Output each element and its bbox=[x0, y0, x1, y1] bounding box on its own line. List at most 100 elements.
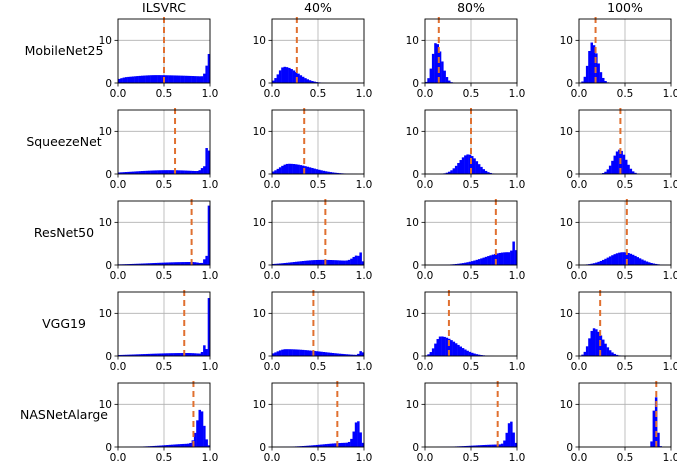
histogram-bar bbox=[292, 164, 296, 174]
histogram-bar bbox=[331, 352, 335, 356]
histogram-bar bbox=[622, 252, 626, 265]
y-tick-label: 10 bbox=[253, 399, 266, 411]
histogram-bar bbox=[205, 65, 208, 83]
histogram-bar bbox=[634, 255, 637, 265]
histogram-bar bbox=[473, 260, 476, 265]
histogram-bar bbox=[482, 169, 485, 174]
histogram-bar bbox=[288, 67, 291, 83]
histogram-bar bbox=[189, 262, 192, 265]
histogram-bar bbox=[331, 172, 335, 174]
histogram-panel: 0.0 0.5 1.0 0 10 bbox=[560, 17, 677, 100]
histogram-bar bbox=[304, 350, 307, 356]
y-tick-label: 10 bbox=[406, 308, 419, 320]
histogram-bar bbox=[597, 331, 600, 356]
histogram-bar bbox=[336, 260, 339, 265]
histogram-bar bbox=[196, 262, 199, 265]
histogram-bar bbox=[143, 75, 146, 83]
histogram-bar bbox=[311, 350, 314, 356]
histogram-bar bbox=[295, 261, 298, 265]
histogram-bar bbox=[290, 163, 293, 174]
histogram-bar bbox=[641, 259, 644, 265]
histogram-bar bbox=[452, 168, 456, 174]
y-tick-label: 0 bbox=[412, 442, 419, 454]
histogram-bar bbox=[131, 263, 135, 265]
x-tick-label: 0.5 bbox=[617, 361, 634, 373]
histogram-bar bbox=[315, 351, 319, 356]
histogram-bar bbox=[599, 260, 603, 265]
histogram-bar bbox=[203, 166, 206, 174]
histogram-bar bbox=[281, 263, 284, 265]
histogram-bar bbox=[154, 170, 158, 174]
histogram-bar bbox=[129, 354, 132, 356]
histogram-bar bbox=[203, 425, 206, 447]
histogram-bar bbox=[120, 172, 123, 174]
histogram-bar bbox=[338, 260, 342, 265]
histogram-bar bbox=[124, 77, 128, 83]
histogram-bar bbox=[436, 44, 439, 83]
histogram-bar bbox=[464, 349, 467, 356]
histogram-bar bbox=[203, 345, 206, 356]
x-tick-label: 0.5 bbox=[463, 88, 480, 100]
histogram-bar bbox=[341, 260, 344, 265]
y-tick-label: 0 bbox=[412, 351, 419, 363]
histogram-bar bbox=[320, 444, 323, 447]
column-title: 40% bbox=[304, 0, 332, 15]
histogram-bar bbox=[313, 350, 316, 356]
histogram-bar bbox=[583, 351, 587, 356]
y-tick-label: 0 bbox=[105, 260, 112, 272]
histogram-bar bbox=[327, 171, 330, 174]
histogram-bar bbox=[448, 80, 451, 83]
histogram-bar bbox=[175, 262, 178, 265]
histogram-bar bbox=[480, 258, 483, 265]
histogram-panel: 0.0 0.5 1.0 0 10 bbox=[253, 381, 372, 464]
histogram-bar bbox=[441, 61, 444, 83]
histogram-bar bbox=[136, 171, 139, 174]
histogram-bar bbox=[285, 262, 289, 265]
histogram-bar bbox=[145, 75, 149, 83]
x-tick-label: 0.0 bbox=[110, 88, 127, 100]
histogram-bar bbox=[177, 444, 181, 447]
histogram-bar bbox=[170, 444, 174, 447]
x-tick-label: 0.0 bbox=[417, 179, 434, 191]
histogram-bar bbox=[152, 353, 155, 356]
histogram-bar bbox=[597, 63, 600, 83]
x-tick-label: 0.5 bbox=[310, 270, 327, 282]
histogram-bar bbox=[205, 148, 208, 174]
histogram-panel: 0.0 0.5 1.0 0 10 bbox=[560, 108, 677, 191]
histogram-bar bbox=[604, 258, 607, 265]
y-tick-label: 10 bbox=[560, 217, 573, 229]
histogram-panel: 0.0 0.5 1.0 0 10 bbox=[99, 381, 218, 464]
histogram-bar bbox=[514, 442, 518, 447]
x-tick-label: 1.0 bbox=[663, 452, 677, 464]
y-tick-label: 10 bbox=[253, 126, 266, 138]
row-label: NASNetAlarge bbox=[20, 407, 108, 422]
histogram-bar bbox=[324, 444, 328, 447]
histogram-bar bbox=[361, 352, 365, 356]
histogram-panel: 0.0 0.5 1.0 0 10 bbox=[406, 108, 525, 191]
histogram-bar bbox=[315, 82, 319, 83]
histogram-bar bbox=[127, 171, 130, 174]
histogram-bar bbox=[203, 73, 206, 83]
histogram-bar bbox=[177, 170, 181, 174]
histogram-bar bbox=[196, 170, 199, 174]
x-tick-label: 0.0 bbox=[417, 361, 434, 373]
histogram-bar bbox=[443, 336, 446, 356]
histogram-bar bbox=[159, 262, 162, 265]
histogram-bar bbox=[157, 262, 160, 265]
histogram-bar bbox=[157, 353, 160, 356]
histogram-bar bbox=[427, 354, 430, 356]
histogram-bar bbox=[322, 259, 326, 265]
histogram-bar bbox=[464, 262, 467, 265]
histogram-bar bbox=[170, 170, 174, 174]
histogram-bar bbox=[182, 443, 185, 447]
histogram-bar bbox=[154, 353, 158, 356]
histogram-panel: 0.0 0.5 1.0 0 10 bbox=[406, 290, 525, 373]
y-tick-label: 0 bbox=[105, 169, 112, 181]
histogram-bar bbox=[164, 262, 167, 265]
histogram-bar bbox=[306, 445, 309, 447]
histogram-bar bbox=[491, 444, 495, 447]
histogram-bar bbox=[443, 70, 446, 83]
histogram-bar bbox=[157, 75, 160, 83]
histogram-bar bbox=[281, 165, 284, 174]
